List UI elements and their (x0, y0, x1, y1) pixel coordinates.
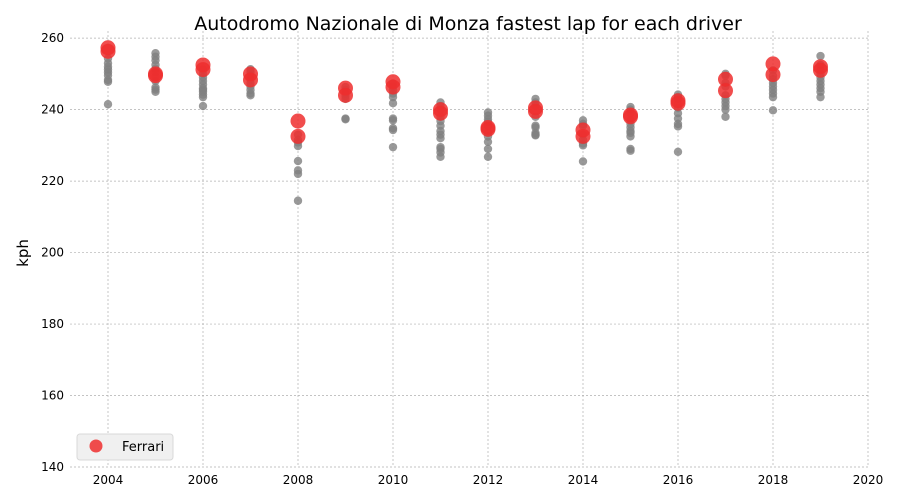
ferrari-point (718, 83, 733, 99)
y-tick-label: 260 (41, 31, 64, 45)
x-tick-label: 2016 (663, 473, 694, 487)
ferrari-point (718, 71, 733, 87)
chart-title: Autodromo Nazionale di Monza fastest lap… (194, 13, 742, 35)
driver-point (816, 51, 825, 61)
ferrari-point (195, 62, 211, 78)
driver-point (673, 147, 683, 156)
x-tick-label: 2012 (473, 473, 504, 487)
y-tick-label: 160 (41, 389, 64, 403)
ferrari-point (100, 43, 116, 59)
driver-point (673, 122, 683, 131)
driver-point (341, 115, 350, 124)
ferrari-point (528, 103, 543, 119)
y-axis-label: kph (14, 239, 32, 267)
legend: Ferrari (76, 433, 174, 461)
driver-point (768, 106, 778, 115)
x-tick-label: 2018 (758, 473, 789, 487)
ferrari-point (290, 128, 306, 144)
legend-marker-ferrari (89, 439, 103, 453)
driver-point (103, 100, 113, 109)
driver-point (198, 92, 208, 102)
driver-point (293, 169, 303, 179)
driver-point (768, 92, 778, 102)
ferrari-point (670, 95, 686, 111)
data-points (100, 40, 828, 205)
x-axis: 2004 2006 2008 2010 2012 2014 2016 2018 2020 (93, 473, 884, 487)
driver-point (626, 146, 635, 155)
x-tick-label: 2020 (853, 473, 884, 487)
ferrari-point (243, 72, 258, 88)
ferrari-point (290, 113, 306, 129)
driver-point (246, 91, 255, 100)
driver-point (388, 125, 398, 135)
ferrari-point (385, 79, 401, 95)
driver-point (531, 131, 540, 140)
legend-frame (76, 433, 174, 461)
ferrari-point (338, 87, 353, 103)
ferrari-point (148, 68, 163, 84)
ferrari-point (765, 67, 781, 83)
y-tick-label: 180 (41, 317, 64, 331)
y-axis: 140 160 180 200 220 240 260 (41, 31, 64, 474)
y-tick-label: 140 (41, 460, 64, 474)
ferrari-point (575, 128, 591, 144)
driver-point (103, 77, 113, 86)
ferrari-point (433, 105, 448, 121)
x-tick-label: 2008 (283, 473, 314, 487)
driver-point (293, 141, 303, 151)
y-tick-label: 240 (41, 103, 64, 117)
driver-point (388, 142, 398, 152)
driver-point (388, 92, 398, 102)
driver-point (816, 92, 825, 102)
x-tick-label: 2006 (188, 473, 219, 487)
y-tick-label: 220 (41, 174, 64, 188)
driver-point (721, 105, 730, 114)
driver-point (293, 156, 303, 166)
ferrari-point (480, 121, 496, 137)
driver-point (293, 196, 303, 205)
driver-point (483, 137, 493, 146)
x-tick-label: 2004 (93, 473, 124, 487)
ferrari-point (765, 56, 781, 72)
driver-point (483, 144, 493, 154)
grid (70, 31, 869, 468)
driver-point (436, 134, 445, 143)
y-tick-label: 200 (41, 246, 64, 260)
ferrari-point (813, 62, 828, 78)
driver-point (388, 116, 398, 125)
driver-point (198, 101, 208, 111)
driver-point (578, 157, 588, 166)
legend-label-ferrari: Ferrari (122, 440, 164, 455)
driver-point (388, 98, 398, 108)
driver-point (721, 112, 730, 121)
x-tick-label: 2010 (378, 473, 409, 487)
x-tick-label: 2014 (568, 473, 599, 487)
driver-point (151, 87, 160, 96)
driver-point (626, 132, 635, 141)
driver-point (483, 152, 493, 161)
ferrari-point (623, 109, 638, 125)
driver-point (436, 152, 445, 161)
